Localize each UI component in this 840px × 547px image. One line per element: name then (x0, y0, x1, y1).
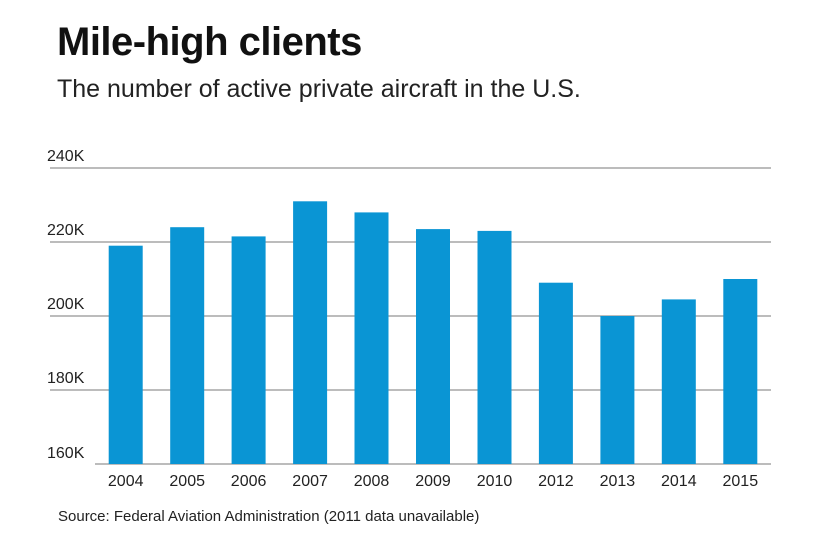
x-tick-label-2013: 2013 (600, 473, 636, 490)
gridlines (50, 167, 771, 465)
y-tick-label: 180K (47, 370, 85, 387)
x-tick-label-2010: 2010 (477, 473, 513, 490)
y-axis-labels: 160K 180K 200K 220K 240K (47, 148, 85, 462)
x-tick-label-2006: 2006 (231, 473, 267, 490)
bar-2004 (108, 245, 143, 464)
source-note: Source: Federal Aviation Administration … (58, 508, 480, 525)
bar-2009 (416, 229, 450, 464)
x-tick-label-2005: 2005 (169, 473, 205, 490)
y-tick-label: 200K (47, 296, 85, 313)
y-tick-label: 240K (47, 148, 85, 165)
bar-2013 (600, 316, 635, 464)
x-tick-label-2012: 2012 (538, 473, 574, 490)
y-tick-label: 160K (47, 445, 85, 462)
bar-2005 (170, 227, 205, 464)
x-tick-label-2007: 2007 (292, 473, 328, 490)
bar-2008 (354, 212, 389, 464)
x-tick-label-2014: 2014 (661, 473, 697, 490)
x-axis-labels: 2004 2005 2006 2007 2008 2009 2010 2012 2013 2014… (108, 473, 758, 490)
x-tick-label-2004: 2004 (108, 473, 144, 490)
chart-subtitle: The number of active private aircraft in… (57, 75, 581, 103)
y-tick-label: 220K (47, 222, 85, 239)
bar-2014 (661, 299, 696, 464)
bar-2007 (293, 201, 328, 465)
bar-2010 (477, 230, 512, 464)
chart-title: Mile-high clients (57, 20, 362, 64)
bars (108, 201, 758, 465)
bar-2015 (723, 279, 758, 464)
bar-2006 (231, 236, 266, 464)
bar-2012 (538, 282, 573, 464)
x-tick-label-2015: 2015 (723, 473, 759, 490)
x-tick-label-2008: 2008 (354, 473, 390, 490)
x-tick-label-2009: 2009 (415, 473, 451, 490)
